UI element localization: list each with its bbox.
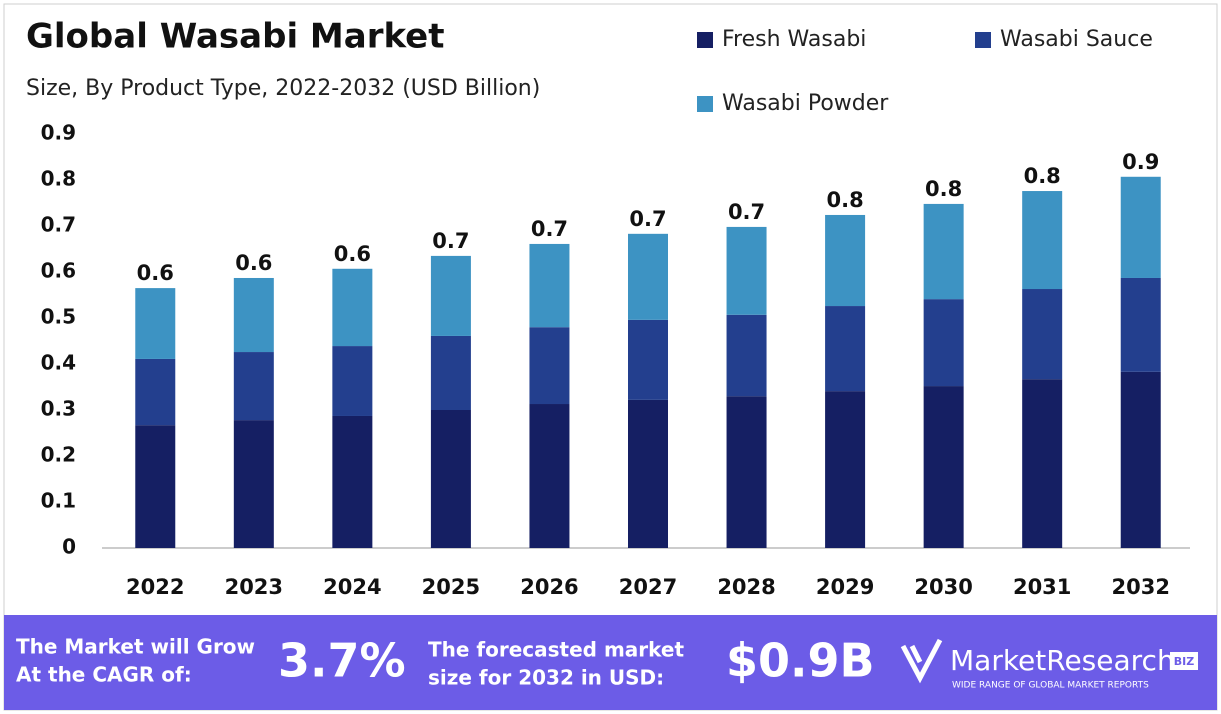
bar-segment <box>1022 379 1063 548</box>
bar-segment <box>726 314 767 397</box>
bar-segment <box>726 396 767 548</box>
bar-segment <box>628 319 668 400</box>
bar-segment <box>529 327 570 405</box>
x-tick-label: 2027 <box>619 575 677 599</box>
bar-segment <box>233 420 274 548</box>
brand-suffix: BIZ <box>1174 655 1194 668</box>
bar-segment <box>1022 289 1063 380</box>
cagr-text: At the CAGR of: <box>16 663 192 687</box>
legend-swatch <box>697 32 713 48</box>
bar-segment <box>1120 277 1161 372</box>
logo-mark <box>900 638 943 684</box>
total-label: 0.9 <box>1122 150 1159 174</box>
bar-segment <box>923 299 964 387</box>
bar-segment <box>430 335 471 410</box>
tagline: WIDE RANGE OF GLOBAL MARKET REPORTS <box>952 681 1149 691</box>
total-label: 0.8 <box>925 177 962 201</box>
y-tick-label: 0.6 <box>41 259 76 283</box>
bar-segment <box>726 226 767 315</box>
x-tick-label: 2029 <box>816 575 874 599</box>
total-label: 0.7 <box>432 229 469 253</box>
frame <box>3 3 1218 711</box>
y-tick-label: 0.1 <box>41 489 76 513</box>
y-tick-label: 0.8 <box>41 167 76 191</box>
bar-segment <box>628 399 668 548</box>
bar-segment <box>135 425 176 548</box>
cagr-text: The Market will Grow <box>16 635 255 659</box>
bar-segment <box>923 386 964 548</box>
forecast-value: $0.9B <box>726 634 875 688</box>
y-tick-label: 0.3 <box>41 397 76 421</box>
y-tick-label: 0.2 <box>41 443 76 467</box>
bar-segment <box>825 214 866 307</box>
bar-segment <box>1120 371 1161 548</box>
x-tick-label: 2026 <box>520 575 578 599</box>
total-label: 0.6 <box>334 242 371 266</box>
footer-band <box>4 615 1217 710</box>
y-tick-label: 0.5 <box>41 305 76 329</box>
brand: MarketResearch <box>950 644 1175 677</box>
x-tick-label: 2030 <box>914 575 972 599</box>
bar-segment <box>233 352 274 421</box>
x-tick-label: 2028 <box>717 575 775 599</box>
bar-segment <box>430 255 471 336</box>
x-tick-label: 2025 <box>422 575 480 599</box>
bar-segment <box>430 410 471 548</box>
bar-segment <box>923 203 964 300</box>
chart-title: Global Wasabi Market <box>26 17 445 57</box>
bar-segment <box>529 243 570 328</box>
bar-segment <box>825 306 866 392</box>
forecast-text: size for 2032 in USD: <box>428 666 664 690</box>
legend-label: Fresh Wasabi <box>722 27 866 52</box>
bar-segment <box>1120 176 1161 278</box>
total-label: 0.7 <box>531 217 568 241</box>
legend-swatch <box>975 32 991 48</box>
total-label: 0.8 <box>1024 164 1061 188</box>
bar-segment <box>135 358 176 426</box>
y-tick-label: 0.9 <box>41 121 76 145</box>
legend-swatch <box>697 96 713 112</box>
bar-segment <box>233 277 274 353</box>
total-label: 0.6 <box>235 251 272 275</box>
x-tick-label: 2032 <box>1112 575 1170 599</box>
y-tick-label: 0 <box>62 535 76 559</box>
total-label: 0.6 <box>137 261 174 285</box>
bar-segment <box>332 268 373 347</box>
forecast-text: The forecasted market <box>428 638 684 662</box>
x-tick-label: 2031 <box>1013 575 1071 599</box>
bar-segment <box>332 346 373 416</box>
total-label: 0.7 <box>728 200 765 224</box>
total-label: 0.8 <box>826 188 863 212</box>
legend-label: Wasabi Powder <box>722 91 889 116</box>
bar-segment <box>135 288 176 359</box>
bar-segment <box>1022 191 1063 290</box>
bar-segment <box>529 404 570 548</box>
brand-badge <box>1170 652 1198 670</box>
y-tick-label: 0.7 <box>41 213 76 237</box>
legend-label: Wasabi Sauce <box>1000 27 1153 52</box>
x-tick-label: 2022 <box>126 575 184 599</box>
x-tick-label: 2023 <box>225 575 283 599</box>
total-label: 0.7 <box>629 207 666 231</box>
bar-segment <box>628 233 668 320</box>
bar-segment <box>332 415 373 548</box>
bar-segment <box>825 391 866 548</box>
cagr-value: 3.7% <box>278 634 406 688</box>
y-tick-label: 0.4 <box>41 351 76 375</box>
chart-subtitle: Size, By Product Type, 2022-2032 (USD Bi… <box>26 76 540 101</box>
x-tick-label: 2024 <box>323 575 381 599</box>
